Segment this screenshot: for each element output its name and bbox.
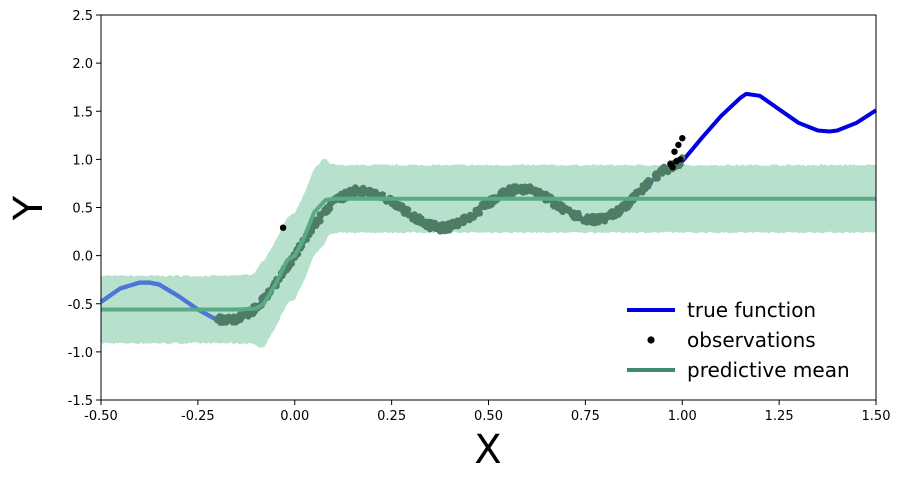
observation-point bbox=[360, 184, 367, 192]
observations-layer bbox=[214, 135, 686, 326]
y-tick-label: 1.0 bbox=[72, 153, 93, 168]
observation-point bbox=[679, 135, 686, 142]
observation-point bbox=[671, 148, 678, 155]
observation-point bbox=[675, 141, 682, 149]
observation-point bbox=[444, 224, 451, 231]
x-axis-label: X bbox=[474, 427, 501, 473]
observation-point bbox=[426, 218, 434, 226]
observation-point bbox=[570, 214, 577, 221]
observation-point bbox=[365, 188, 372, 195]
observation-point bbox=[245, 313, 252, 320]
observation-point bbox=[405, 211, 412, 219]
observation-point bbox=[636, 188, 643, 195]
observation-point bbox=[326, 200, 334, 208]
observation-point bbox=[416, 219, 423, 226]
observation-point bbox=[561, 206, 568, 213]
y-tick-label: 0.0 bbox=[72, 250, 93, 265]
y-tick-label: -1.5 bbox=[68, 394, 93, 409]
observation-point bbox=[537, 190, 545, 197]
observation-point bbox=[411, 211, 418, 218]
y-tick-label: 2.5 bbox=[72, 9, 93, 24]
observation-point bbox=[575, 209, 582, 217]
y-axis-label: Y bbox=[6, 195, 52, 221]
observation-point bbox=[673, 158, 680, 165]
observation-point bbox=[223, 316, 230, 323]
observation-point bbox=[576, 214, 583, 222]
legend-predictive-mean-label: predictive mean bbox=[687, 358, 850, 382]
observation-point bbox=[454, 222, 462, 230]
observation-point bbox=[216, 313, 224, 320]
observation-point bbox=[345, 191, 353, 198]
observation-point bbox=[522, 183, 529, 190]
y-tick-label: 1.5 bbox=[72, 105, 93, 120]
y-tick-label: 0.5 bbox=[72, 202, 93, 217]
legend-true-function-label: true function bbox=[687, 298, 816, 322]
x-tick-label: 0.25 bbox=[377, 409, 406, 424]
uncertainty-band bbox=[101, 158, 876, 348]
x-tick-label: 0.00 bbox=[280, 409, 309, 424]
observation-point bbox=[506, 184, 513, 191]
x-tick-label: 1.25 bbox=[765, 409, 794, 424]
predictive-mean-line bbox=[100, 196, 877, 312]
observation-point bbox=[555, 205, 563, 212]
x-tick-label: -0.25 bbox=[181, 409, 215, 424]
observation-point bbox=[458, 217, 466, 224]
observation-point bbox=[352, 184, 359, 191]
observation-point bbox=[527, 183, 534, 190]
observation-point bbox=[315, 217, 322, 224]
observation-point bbox=[609, 210, 616, 217]
observation-point bbox=[379, 191, 386, 198]
observation-point bbox=[409, 216, 416, 223]
observation-point bbox=[568, 209, 576, 216]
observation-point bbox=[620, 201, 628, 209]
observation-point bbox=[669, 163, 676, 171]
observation-point bbox=[438, 225, 445, 233]
observation-point bbox=[642, 185, 649, 192]
legend-observations-label: observations bbox=[687, 328, 816, 352]
y-tick-label: 2.0 bbox=[72, 57, 93, 72]
y-ticks: -1.5 -1.0 -0.5 0.0 0.5 1.0 1.5 2.0 2.5 bbox=[68, 9, 101, 409]
observation-point bbox=[613, 207, 621, 214]
observation-point bbox=[466, 216, 473, 224]
x-ticks: -0.50 -0.25 0.00 0.25 0.50 0.75 1.00 1.25 1.50 bbox=[84, 400, 890, 424]
observation-point bbox=[473, 209, 480, 216]
uncertainty-band-layer bbox=[101, 158, 876, 348]
observation-point bbox=[429, 224, 436, 231]
x-tick-label: 1.00 bbox=[668, 409, 697, 424]
x-tick-label: 1.50 bbox=[862, 409, 891, 424]
x-tick-label: 0.75 bbox=[571, 409, 600, 424]
observation-point bbox=[654, 173, 661, 180]
observation-point bbox=[395, 201, 403, 208]
observation-point bbox=[643, 179, 650, 186]
observation-point bbox=[230, 313, 237, 320]
observation-point bbox=[279, 224, 287, 231]
predictive-mean-layer bbox=[100, 196, 877, 312]
legend: true function observations predictive me… bbox=[627, 298, 850, 382]
observation-point bbox=[320, 208, 328, 216]
observation-point bbox=[507, 190, 514, 198]
y-tick-label: -1.0 bbox=[68, 346, 93, 361]
x-tick-label: 0.50 bbox=[474, 409, 503, 424]
legend-observations-swatch bbox=[647, 336, 655, 344]
observation-point bbox=[518, 188, 525, 195]
observation-point bbox=[511, 184, 519, 192]
observation-point bbox=[308, 227, 315, 235]
observation-point bbox=[601, 216, 608, 224]
x-tick-label: -0.50 bbox=[84, 409, 118, 424]
observation-point bbox=[238, 312, 245, 320]
observation-point bbox=[482, 203, 489, 210]
y-tick-label: -0.5 bbox=[68, 298, 93, 313]
observation-point bbox=[662, 167, 669, 174]
observation-point bbox=[486, 199, 493, 206]
observation-point bbox=[584, 215, 592, 222]
observation-point bbox=[388, 200, 396, 208]
observation-point bbox=[466, 212, 473, 219]
